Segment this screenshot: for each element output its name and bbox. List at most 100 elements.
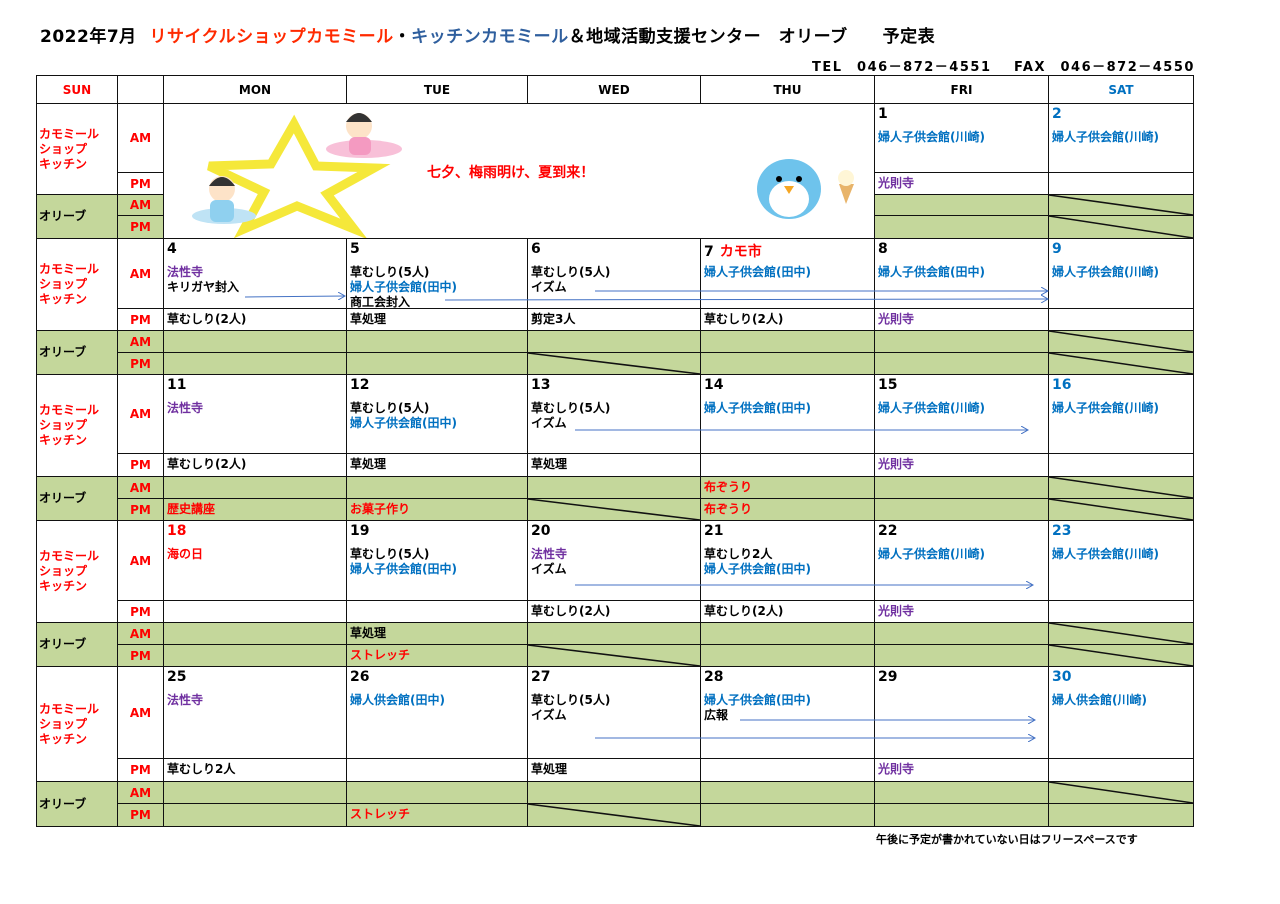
- pm-label: PM: [117, 352, 164, 375]
- diagonal-strike: [528, 499, 700, 520]
- star-icon: [207, 114, 391, 238]
- day-am-cell: 7 カモ市 婦人子供会館(田中): [700, 238, 875, 309]
- am-entry: 草むしり(5人): [531, 265, 611, 279]
- hikoboshi-icon: [192, 176, 256, 224]
- title-shop: リサイクルショップカモミール: [149, 27, 394, 47]
- shop-row-label: カモミール ショップ キッチン: [36, 103, 118, 195]
- day-am-cell: 30 婦人供会館(川崎): [1048, 666, 1194, 759]
- diagonal-strike: [1049, 477, 1193, 498]
- day-am-cell: 18 海の日: [163, 520, 347, 601]
- diagonal-strike: [1049, 645, 1193, 666]
- opm-entry: 歴史講座: [167, 502, 216, 516]
- title-kitchen: キッチンカモミール: [411, 27, 569, 47]
- pm-entry: 草むしり(2人): [531, 604, 611, 618]
- olive-pm-cell: [700, 352, 875, 375]
- tanabata-illustration: [192, 113, 854, 238]
- olive-row-label: オリーブ: [36, 330, 118, 375]
- column-label: WED: [598, 82, 630, 97]
- am-entry: 草むしり2人: [704, 547, 773, 561]
- pm-entry: 剪定3人: [531, 312, 576, 326]
- pm-text: PM: [130, 356, 151, 371]
- olive-pm-cell: [874, 644, 1049, 667]
- day-number: 27: [531, 669, 551, 685]
- day-am-cell: 27 草むしり(5人) イズム: [527, 666, 701, 759]
- shop-label: カモミール ショップ キッチン: [39, 126, 100, 171]
- olive-row-label: オリーブ: [36, 622, 118, 667]
- olive-pm-cell: ストレッチ: [346, 803, 528, 827]
- day-number: 15: [878, 377, 898, 393]
- olive-pm-cell: [527, 352, 701, 375]
- am-entry: 広報: [704, 708, 729, 722]
- diagonal-strike: [1049, 216, 1193, 238]
- opm-entry: 布ぞうり: [704, 502, 753, 516]
- olive-row-label: オリーブ: [36, 781, 118, 827]
- am-text: AM: [129, 705, 152, 720]
- column-label: MON: [238, 82, 272, 97]
- day-am-cell: 28 婦人子供会館(田中) 広報: [700, 666, 875, 759]
- diagonal-strike: [1049, 331, 1193, 352]
- am-entry: 草むしり(5人): [350, 547, 430, 561]
- day-am-cell: 16 婦人子供会館(川崎): [1048, 374, 1194, 454]
- day-am-cell: 21 草むしり2人 婦人子供会館(田中): [700, 520, 875, 601]
- pm-entry: 光則寺: [878, 604, 915, 618]
- day-am-cell: 14 婦人子供会館(田中): [700, 374, 875, 454]
- column-header-fri: FRI: [874, 75, 1049, 104]
- column-label: THU: [773, 82, 802, 97]
- day-pm-cell: [1048, 758, 1194, 782]
- olive-pm-cell: [874, 803, 1049, 827]
- olive-am-cell: [700, 781, 875, 804]
- day-am-cell: 5 草むしり(5人) 婦人子供会館(田中) 商工会封入: [346, 238, 528, 309]
- am-text: AM: [129, 553, 152, 568]
- olive-am-cell: [527, 781, 701, 804]
- olive-am-cell: [700, 330, 875, 353]
- am-text: AM: [129, 266, 152, 281]
- day-number: 21: [704, 523, 724, 539]
- pm-text: PM: [130, 220, 151, 234]
- day-pm-cell: 剪定3人: [527, 308, 701, 331]
- olive-am-cell: [527, 622, 701, 645]
- day-pm-cell: 草むしり(2人): [700, 600, 875, 623]
- olive-am-cell: [700, 622, 875, 645]
- column-header-blank: [117, 75, 164, 104]
- olive-pm-cell: [874, 215, 1049, 239]
- column-header-sun: SUN: [36, 75, 118, 104]
- am-label: AM: [117, 103, 164, 173]
- olive-label: オリーブ: [39, 796, 87, 811]
- diagonal-strike: [1049, 782, 1193, 803]
- am-entry: 婦人供会館(川崎): [1052, 693, 1147, 707]
- banner-area: 七夕、梅雨明け、夏到来！: [163, 103, 875, 239]
- am-entry: 婦人子供会館(川崎): [878, 401, 985, 415]
- olive-am-cell: [874, 330, 1049, 353]
- pm-text: PM: [130, 763, 151, 777]
- pm-text: PM: [130, 176, 151, 191]
- shop-label: カモミール ショップ キッチン: [39, 549, 100, 593]
- olive-am-cell: [1048, 781, 1194, 804]
- day-am-cell: 9 婦人子供会館(川崎): [1048, 238, 1194, 309]
- diagonal-strike: [1049, 195, 1193, 215]
- oam-entry: 布ぞうり: [704, 480, 753, 494]
- day-pm-cell: [700, 758, 875, 782]
- am-text: AM: [129, 407, 152, 421]
- pm-entry: 光則寺: [878, 457, 915, 471]
- day-am-cell: 13 草むしり(5人) イズム: [527, 374, 701, 454]
- day-am-cell: 6 草むしり(5人) イズム: [527, 238, 701, 309]
- shop-label: カモミール ショップ キッチン: [39, 403, 100, 447]
- pm-label: PM: [117, 600, 164, 623]
- olive-pm-cell: [700, 644, 875, 667]
- olive-am-cell: [527, 476, 701, 499]
- am-text: AM: [129, 131, 152, 145]
- day-pm-cell: 光則寺: [874, 453, 1049, 477]
- fax-number: FAX 046－872－4550: [1014, 60, 1195, 75]
- olive-row-label: オリーブ: [36, 476, 118, 521]
- olive-pm-cell: [346, 352, 528, 375]
- column-label: FRI: [950, 82, 973, 97]
- olive-label: オリーブ: [39, 345, 87, 359]
- day-am-cell: 1 婦人子供会館(川崎): [874, 103, 1049, 173]
- day-am-cell: 8 婦人子供会館(田中): [874, 238, 1049, 309]
- am-label: AM: [117, 666, 164, 759]
- day-number: 22: [878, 523, 898, 539]
- day-pm-cell: 光則寺: [874, 600, 1049, 623]
- pm-entry: 草むしり(2人): [704, 604, 784, 618]
- pm-text: PM: [130, 502, 151, 517]
- diagonal-strike: [1049, 353, 1193, 374]
